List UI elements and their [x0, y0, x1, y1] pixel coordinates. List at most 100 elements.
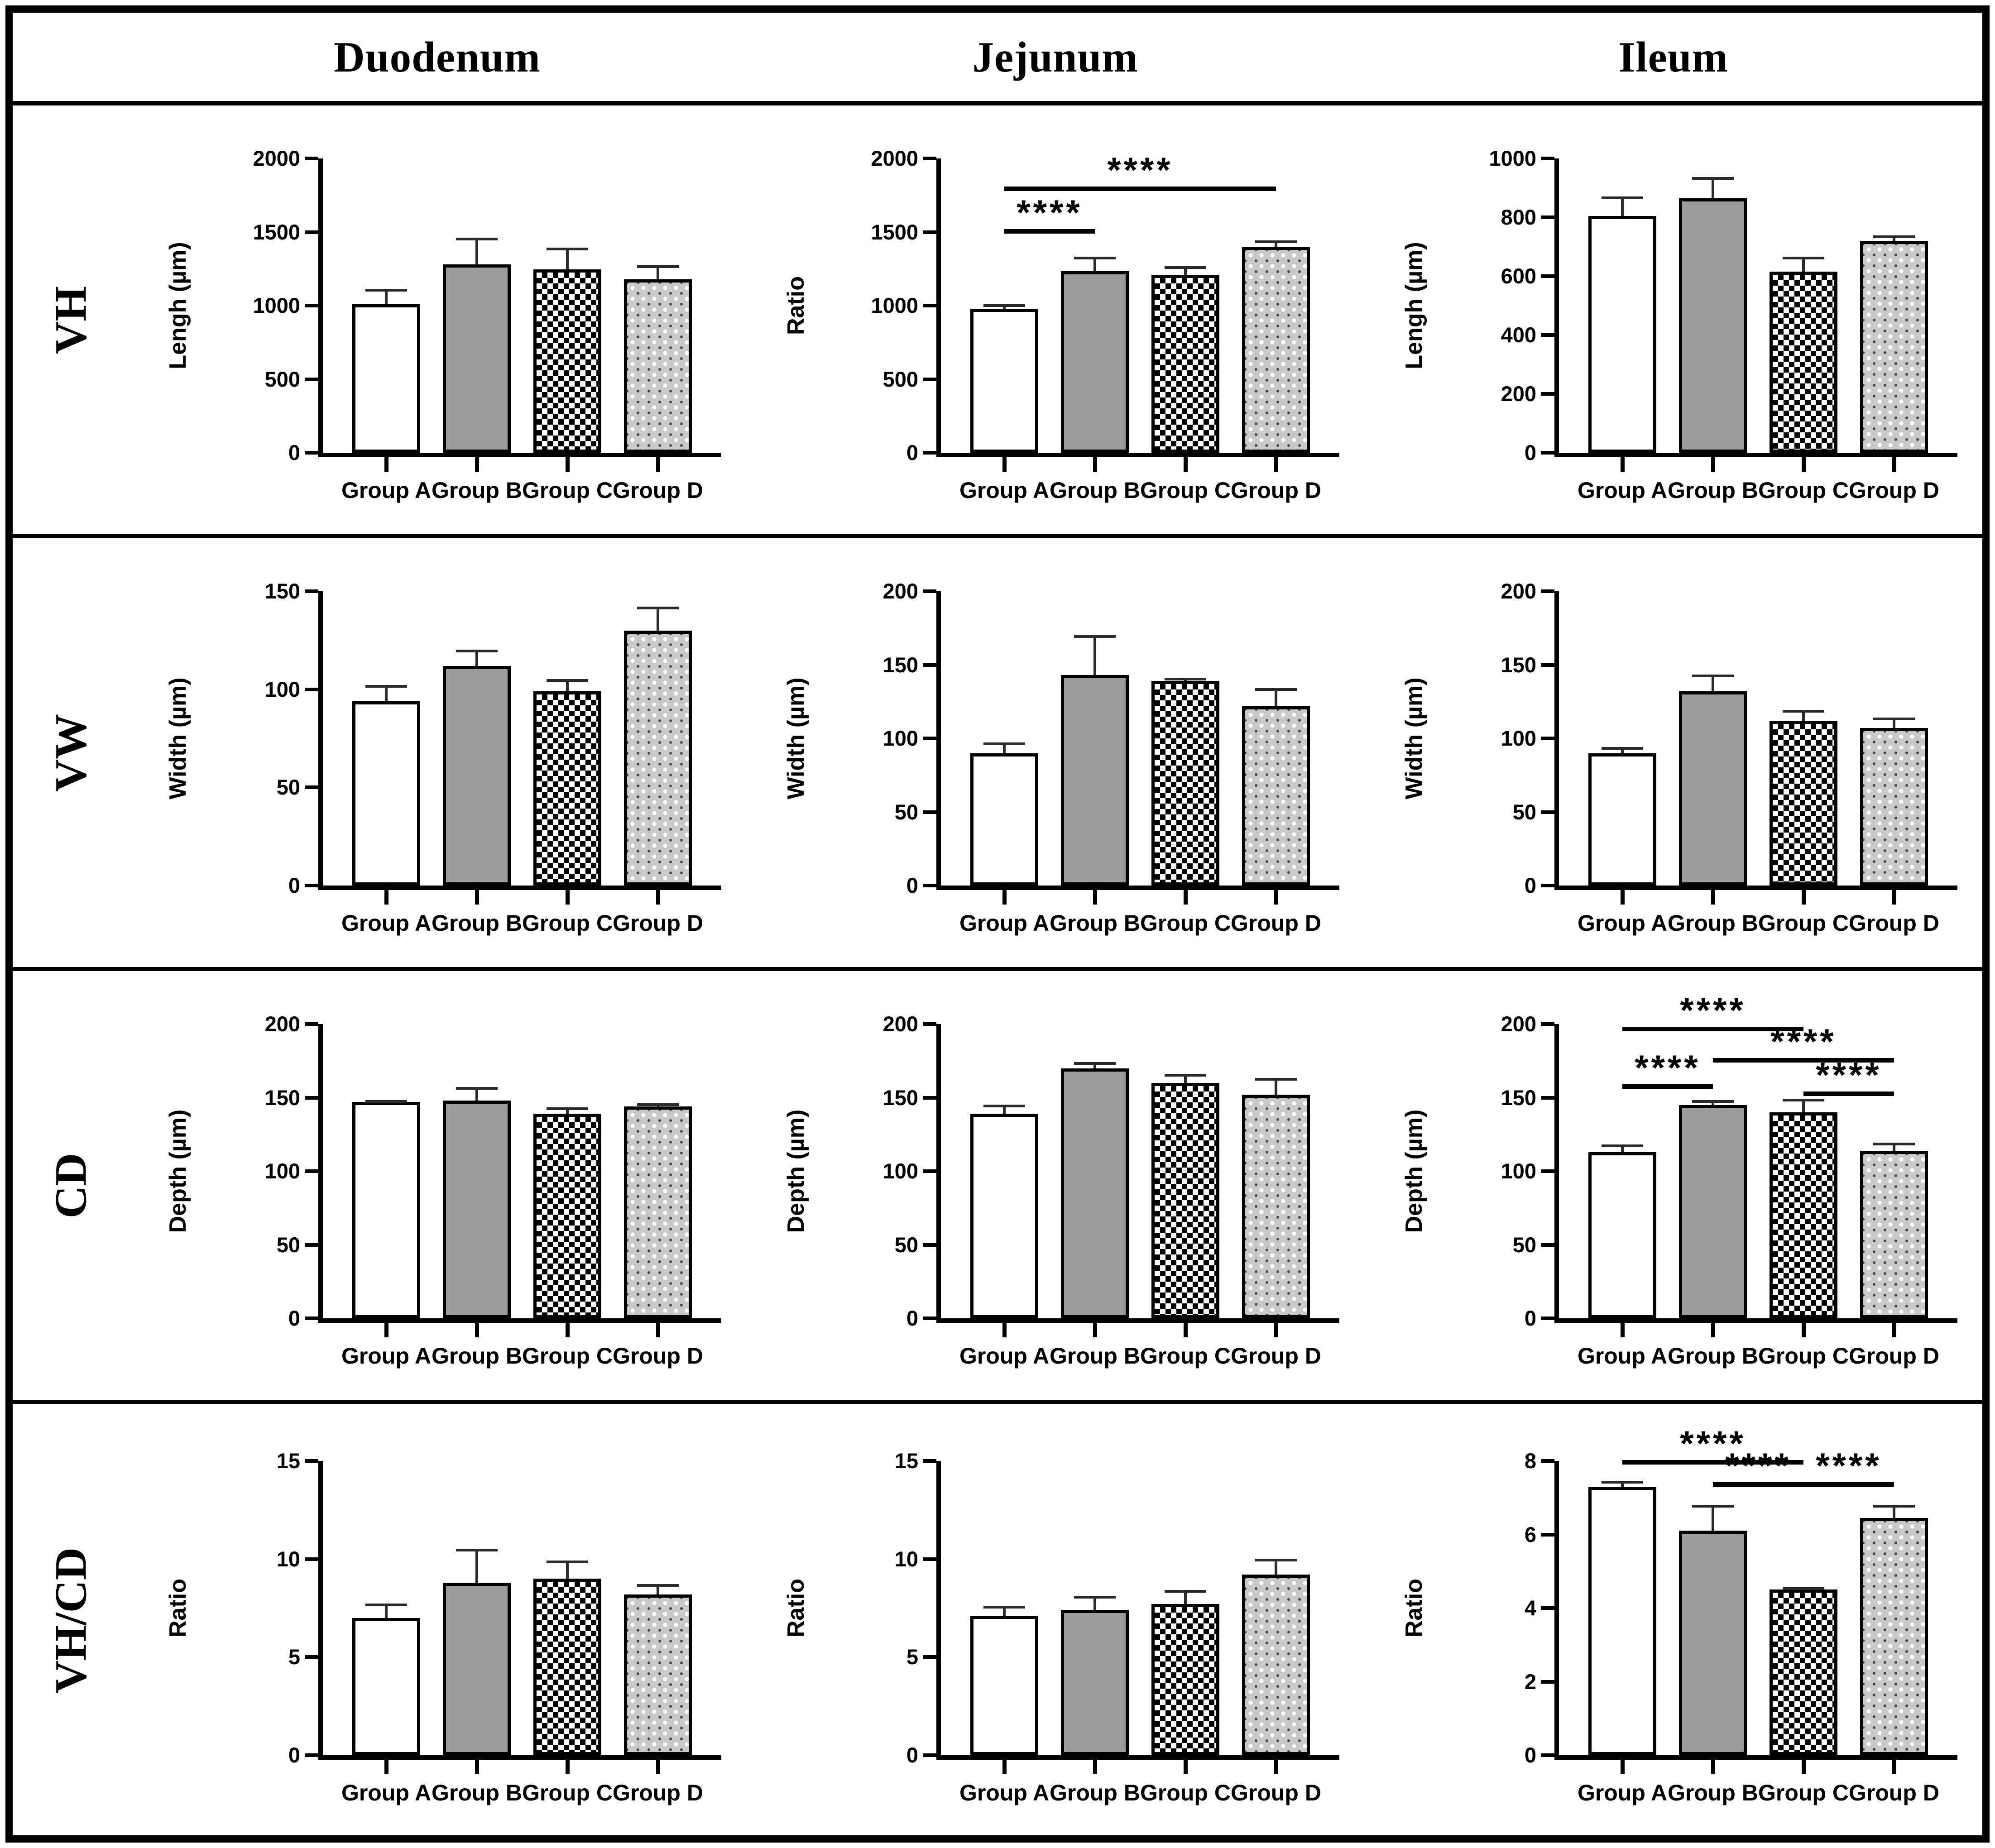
y-tick-label: 5 [288, 1645, 300, 1669]
y-tick-mark [305, 1557, 318, 1561]
y-axis-label-text: Width (µm) [1401, 677, 1427, 800]
error-bar [1093, 1596, 1096, 1610]
y-axis-label: Width (µm) [1398, 591, 1430, 886]
y-tick-mark [1541, 1680, 1554, 1684]
error-bar [475, 1087, 478, 1101]
error-bar-cap [456, 650, 498, 652]
x-tick-mark [1184, 457, 1188, 472]
x-tick-mark [1892, 1323, 1896, 1337]
error-bar [1003, 742, 1006, 753]
error-bar [1802, 710, 1805, 721]
error-bar-cap [365, 1100, 407, 1103]
bar-group-c [1151, 1083, 1219, 1318]
y-tick-label: 1000 [253, 293, 300, 317]
x-tick-mark [1184, 1760, 1188, 1774]
x-category-label: Group B [432, 1780, 522, 1805]
y-tick-mark [923, 589, 936, 593]
error-bar [1802, 1099, 1805, 1112]
column-header-ileum: Ileum [1618, 33, 1728, 81]
x-tick-mark [1093, 1323, 1097, 1337]
y-tick-mark [305, 451, 318, 455]
error-bar [1621, 196, 1624, 216]
y-axis-label-text: Ratio [165, 1579, 191, 1637]
y-tick-label: 100 [882, 726, 918, 750]
y-axis-label-text: Lengh (µm) [165, 242, 191, 369]
y-tick-label: 1500 [871, 220, 918, 244]
error-bar [1093, 635, 1096, 675]
bar-group-b [443, 665, 511, 886]
y-tick-label: 10 [894, 1546, 918, 1571]
error-bar-cap [1602, 747, 1643, 750]
error-bar [566, 1108, 569, 1114]
y-tick-mark [305, 1243, 318, 1247]
x-tick-mark [566, 1760, 570, 1774]
y-tick-label: 100 [882, 1159, 918, 1183]
error-bar-cap [1165, 1590, 1206, 1593]
y-tick-mark [305, 1169, 318, 1173]
bar-group-d [1860, 1518, 1928, 1755]
x-category-label: Group A [1577, 478, 1668, 503]
y-tick-mark [1541, 589, 1554, 593]
error-bar-cap [1783, 256, 1824, 259]
y-axis-label-text: Ratio [1401, 1579, 1427, 1637]
y-tick-mark [305, 1459, 318, 1463]
x-category-label: Group B [1668, 910, 1758, 936]
y-tick-label: 100 [264, 677, 300, 701]
chart-cd-jejunum: Depth (µm) 0 50 100 150 200 Group A Group B Grou… [746, 971, 1364, 1400]
chart-cd-ileum: Depth (µm) 0 50 100 150 200 Group A Group B Grou… [1364, 971, 1982, 1400]
error-bar-cap [637, 265, 679, 268]
plot-area: Depth (µm) 0 50 100 150 200 Group A Group B Grou… [1401, 992, 1957, 1369]
y-tick-mark [923, 810, 936, 814]
y-tick-mark [305, 589, 318, 593]
x-tick-mark [1002, 1323, 1007, 1337]
y-tick-mark [1541, 215, 1554, 219]
error-bar [657, 607, 659, 631]
x-tick-mark [1621, 457, 1625, 472]
x-tick-mark [1621, 1323, 1625, 1337]
error-bar [566, 248, 569, 270]
x-tick-mark [566, 457, 570, 472]
y-tick-mark [1541, 884, 1554, 887]
error-bar [566, 680, 569, 691]
error-bar-cap [1783, 710, 1824, 713]
error-bar [385, 289, 388, 304]
y-tick-mark [1541, 1532, 1554, 1537]
y-axis-label-text: Lengh (µm) [1401, 242, 1427, 369]
error-bar [475, 1549, 478, 1583]
error-bar [1093, 257, 1096, 271]
significance-line [1803, 1482, 1894, 1487]
chart-vh-ileum: Lengh (µm) 0 200 400 600 800 1000 Group A Group … [1364, 105, 1982, 534]
x-tick-mark [1093, 1760, 1097, 1774]
error-bar-cap [1074, 256, 1116, 259]
row-label-cell-cd: CD [13, 971, 128, 1400]
error-bar-cap [983, 742, 1025, 745]
bar-group-c [1770, 1112, 1837, 1318]
error-bar-cap [1783, 1098, 1824, 1101]
x-tick-mark [656, 457, 660, 472]
y-tick-label: 200 [882, 1012, 918, 1036]
plot-area: Lengh (µm) 0 500 1000 1500 2000 Group A Group B… [165, 147, 721, 503]
significance-line [1622, 1027, 1803, 1032]
chart-vh-jejunum: Ratio 0 500 1000 1500 2000 Group A Group B Group… [746, 105, 1364, 534]
x-tick-mark [1274, 457, 1278, 472]
error-bar [1275, 688, 1277, 706]
x-tick-mark [1093, 457, 1097, 472]
error-bar-cap [547, 1561, 588, 1563]
y-tick-label: 0 [1524, 1743, 1536, 1767]
x-tick-mark [1892, 890, 1896, 905]
x-tick-mark [384, 457, 388, 472]
y-tick-label: 1000 [871, 293, 918, 317]
bar-group-c [1770, 721, 1837, 886]
y-tick-label: 200 [1501, 1012, 1536, 1036]
x-category-label: Group C [1758, 1343, 1849, 1369]
error-bar [1802, 257, 1805, 272]
plot-area: Ratio 0 5 10 15 Group A Group B Group C Group D [783, 1449, 1339, 1805]
plot-area: Ratio 0 500 1000 1500 2000 Group A Group B Group… [783, 147, 1339, 503]
chart-vw-duodenum: Width (µm) 0 50 100 150 Group A Group B Group C… [128, 538, 746, 967]
bar-group-a [352, 304, 420, 453]
x-tick-mark [566, 1323, 570, 1337]
x-category-label: Group C [1140, 910, 1231, 936]
error-bar [1275, 241, 1277, 247]
column-header-row: Duodenum Jejunum Ileum [13, 13, 1982, 105]
row-label-vh: VH [45, 286, 96, 354]
